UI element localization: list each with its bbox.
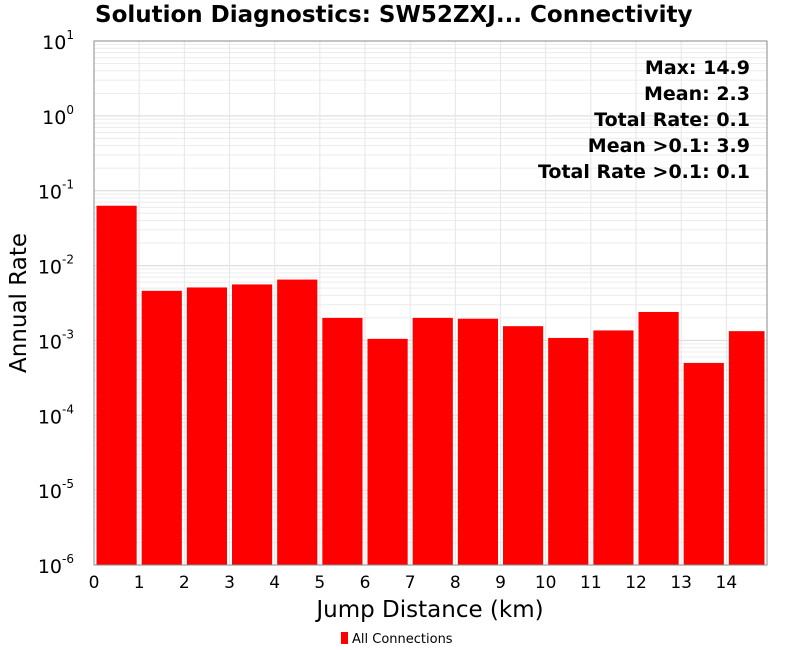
x-tick-label: 5 <box>314 573 325 593</box>
y-tick-label: 10-4 <box>38 402 74 428</box>
bar <box>593 330 634 565</box>
stat-annotation: Max: 14.9 <box>645 57 750 79</box>
y-tick-label: 101 <box>42 28 74 54</box>
x-tick-label: 1 <box>134 573 145 593</box>
x-tick-label: 9 <box>495 573 506 593</box>
x-tick-label: 3 <box>224 573 235 593</box>
y-axis-ticks: 10-6 10-5 10-4 10-3 10-2 10-1 100 101 <box>38 28 74 578</box>
stat-annotation: Mean: 2.3 <box>644 83 750 105</box>
x-axis-ticks: 0 1 2 3 4 5 6 7 8 9 10 11 12 13 14 <box>89 573 738 593</box>
x-tick-label: 6 <box>360 573 371 593</box>
x-tick-label: 14 <box>716 573 738 593</box>
bar <box>232 284 273 565</box>
y-tick-label: 100 <box>42 103 74 129</box>
bar <box>141 290 182 565</box>
x-axis-label: Jump Distance (km) <box>314 597 543 623</box>
x-tick-label: 4 <box>269 573 280 593</box>
bar <box>96 205 137 565</box>
bar <box>683 362 724 565</box>
plot-border <box>93 40 768 566</box>
legend-label: All Connections <box>352 632 453 647</box>
bar <box>367 338 408 565</box>
bar <box>457 318 499 565</box>
y-tick-label: 10-6 <box>38 552 74 578</box>
y-tick-label: 10-3 <box>38 327 74 353</box>
y-tick-label: 10-5 <box>38 477 74 503</box>
x-tick-label: 8 <box>450 573 461 593</box>
bar <box>277 279 318 565</box>
stat-annotation: Total Rate >0.1: 0.1 <box>538 161 750 183</box>
legend-swatch <box>341 632 348 644</box>
y-tick-label: 10-1 <box>38 178 74 204</box>
y-axis-label: Annual Rate <box>6 233 32 373</box>
x-tick-label: 12 <box>625 573 647 593</box>
y-tick-label: 10-2 <box>38 253 74 279</box>
x-tick-label: 0 <box>89 573 100 593</box>
stat-annotation: Mean >0.1: 3.9 <box>588 135 750 157</box>
bar <box>638 311 679 565</box>
chart-title: Solution Diagnostics: SW52ZXJ... Connect… <box>95 2 692 28</box>
legend: All Connections <box>341 632 453 647</box>
bar <box>412 317 453 565</box>
bar <box>728 331 765 565</box>
bars <box>96 205 765 565</box>
bar <box>322 317 363 565</box>
x-tick-label: 11 <box>580 573 602 593</box>
bar <box>548 337 589 565</box>
x-tick-label: 7 <box>405 573 416 593</box>
bar <box>186 287 228 565</box>
stat-annotation: Total Rate: 0.1 <box>594 109 750 131</box>
stats-annotations: Max: 14.9 Mean: 2.3 Total Rate: 0.1 Mean >0… <box>538 57 750 183</box>
bar <box>503 326 544 565</box>
x-tick-label: 2 <box>179 573 190 593</box>
x-tick-label: 13 <box>670 573 692 593</box>
x-tick-label: 10 <box>535 573 557 593</box>
